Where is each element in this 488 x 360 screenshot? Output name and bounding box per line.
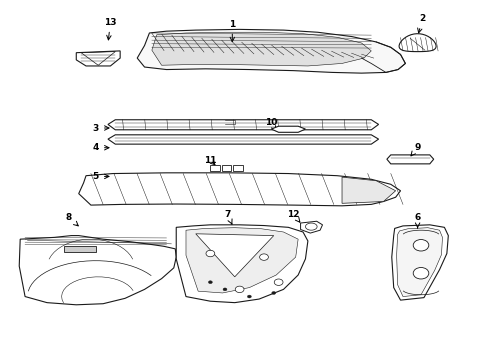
Polygon shape [176,225,307,303]
Polygon shape [391,225,447,300]
Circle shape [412,267,428,279]
Polygon shape [396,228,442,297]
Text: 3: 3 [92,123,109,132]
Text: 5: 5 [92,172,109,181]
Text: 9: 9 [410,143,420,156]
Polygon shape [305,223,317,230]
Polygon shape [108,120,378,130]
Polygon shape [386,155,433,164]
Text: 12: 12 [286,210,299,222]
Text: 7: 7 [224,210,232,224]
Circle shape [235,286,244,293]
Polygon shape [137,30,405,73]
Text: 4: 4 [92,143,109,152]
Polygon shape [221,165,231,171]
Text: 2: 2 [417,14,425,33]
Text: 11: 11 [203,156,216,165]
Polygon shape [300,221,322,233]
Text: 10: 10 [264,118,277,131]
Circle shape [208,281,212,284]
Polygon shape [19,235,176,305]
Polygon shape [152,32,370,66]
Text: 8: 8 [66,213,78,226]
Text: 1: 1 [229,19,235,42]
Circle shape [412,239,428,251]
Polygon shape [271,126,305,132]
Circle shape [274,279,283,285]
Circle shape [223,288,226,291]
Polygon shape [108,135,378,144]
Polygon shape [210,165,220,171]
Polygon shape [64,246,96,252]
Text: 6: 6 [414,213,420,228]
Polygon shape [195,234,273,277]
Polygon shape [185,228,298,293]
Polygon shape [76,51,120,66]
Circle shape [271,292,275,294]
Text: 13: 13 [104,18,117,40]
Polygon shape [232,165,242,171]
Circle shape [205,250,214,257]
Polygon shape [79,173,400,206]
Circle shape [247,295,251,298]
Polygon shape [398,34,435,51]
Polygon shape [341,177,395,203]
Circle shape [259,254,268,260]
